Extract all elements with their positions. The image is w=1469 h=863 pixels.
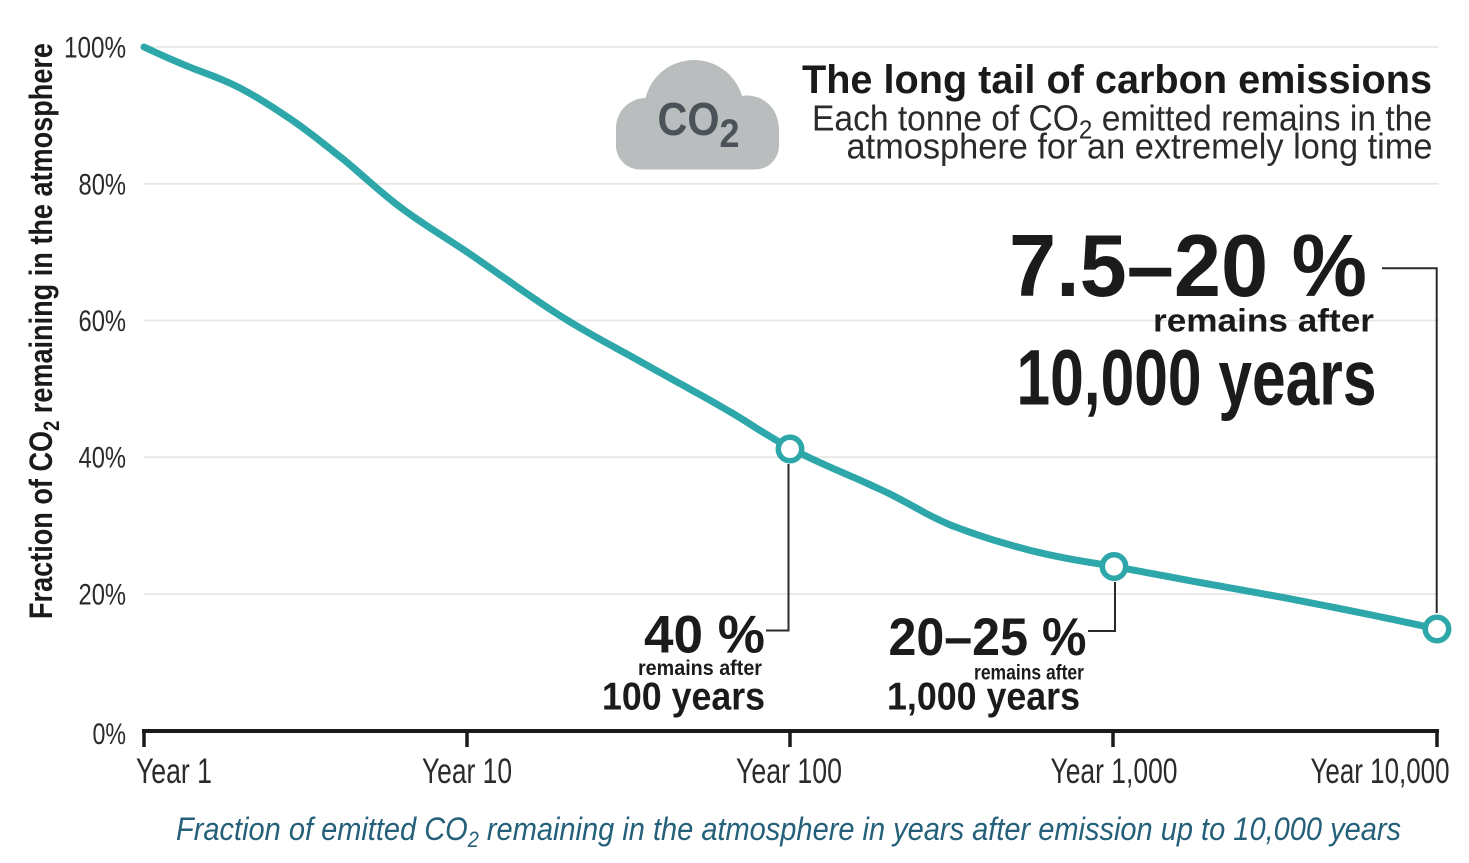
svg-text:Fraction of emitted CO2 remain: Fraction of emitted CO2 remaining in the… [176, 811, 1401, 852]
svg-text:atmosphere for an extremely lo: atmosphere for an extremely long time [847, 125, 1433, 166]
svg-text:Year 100: Year 100 [736, 752, 842, 791]
svg-text:Year 1,000: Year 1,000 [1051, 752, 1178, 791]
svg-text:remains after: remains after [638, 656, 763, 680]
svg-text:20%: 20% [79, 579, 127, 612]
svg-text:100%: 100% [64, 32, 126, 65]
svg-text:1,000 years: 1,000 years [887, 675, 1080, 718]
svg-text:100 years: 100 years [602, 675, 765, 718]
svg-text:Year 10,000: Year 10,000 [1311, 752, 1450, 791]
svg-text:The long tail of carbon emissi: The long tail of carbon emissions [802, 58, 1432, 102]
svg-text:7.5–20 %: 7.5–20 % [1009, 216, 1367, 315]
svg-text:Year 10: Year 10 [422, 752, 512, 791]
svg-text:Year 1: Year 1 [136, 752, 212, 791]
svg-text:Each tonne of CO2 emitted rema: Each tonne of CO2 emitted remains in the [812, 97, 1432, 144]
svg-text:remains after: remains after [974, 661, 1085, 685]
svg-text:20–25 %: 20–25 % [889, 608, 1087, 667]
svg-text:80%: 80% [79, 168, 127, 201]
svg-text:40%: 40% [79, 442, 127, 475]
svg-text:40 %: 40 % [644, 606, 765, 665]
svg-text:10,000 years: 10,000 years [1017, 333, 1377, 422]
svg-text:0%: 0% [93, 718, 127, 751]
svg-text:Fraction of CO2 remaining in t: Fraction of CO2 remaining in the atmosph… [23, 43, 64, 619]
svg-text:60%: 60% [79, 305, 127, 338]
svg-text:remains after: remains after [1153, 303, 1374, 339]
